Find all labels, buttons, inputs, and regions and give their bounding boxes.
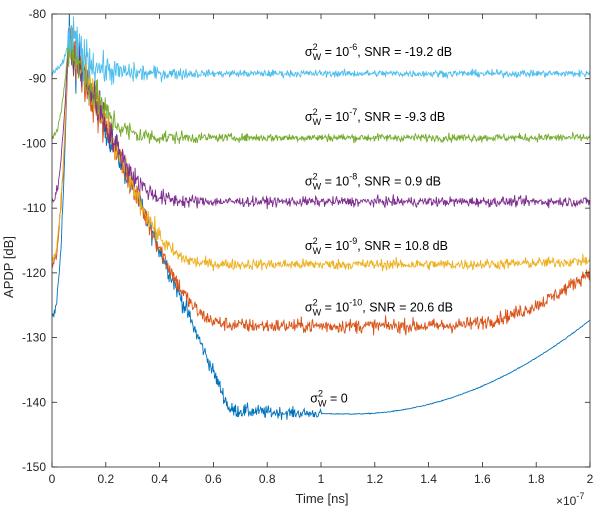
annotation-0: σ2 W = 10-6, SNR = -19.2 dB [305, 42, 452, 62]
x-tick-label: 1.4 [420, 472, 437, 486]
y-tick-label: -140 [22, 395, 46, 409]
annotation-2: σ2 W = 10-8, SNR = 0.9 dB [305, 171, 441, 191]
y-tick-label: -90 [29, 72, 47, 86]
ticks-layer: 0 0.2 0.4 0.6 0.8 1 1.2 1.4 1.6 1.8 2 -150 -140 -130 -… [22, 7, 594, 486]
series-line-4 [52, 31, 590, 145]
y-tick-label: -150 [22, 460, 46, 474]
y-tick-label: -100 [22, 136, 46, 150]
series-line-2 [52, 28, 590, 272]
x-tick-label: 0 [49, 472, 56, 486]
annotation-4: σ2 W = 10-10, SNR = 20.6 dB [305, 298, 453, 318]
series-layer [52, 14, 590, 420]
y-tick-label: -120 [22, 266, 46, 280]
x-tick-label: 0.6 [205, 472, 222, 486]
x-tick-label: 0.4 [151, 472, 168, 486]
y-tick-label: -130 [22, 331, 46, 345]
annotation-5: σ2 W = 0 [310, 388, 347, 408]
x-tick-label: 2 [587, 472, 594, 486]
x-tick-label: 1 [318, 472, 325, 486]
y-tick-label: -80 [29, 7, 47, 21]
x-tick-label: 1.8 [528, 472, 545, 486]
x-multiplier: ×10-7 [556, 491, 584, 508]
series-line-5 [52, 16, 590, 86]
annotation-layer: σ2 W = 10-6, SNR = -19.2 dB σ2 W = 10-7, SN… [305, 42, 453, 408]
y-tick-label: -110 [23, 201, 46, 215]
x-tick-label: 0.8 [259, 472, 276, 486]
series-line-0 [52, 14, 590, 420]
x-axis-label: Time [ns] [296, 491, 349, 506]
series-line-3 [52, 28, 590, 210]
annotation-1: σ2 W = 10-7, SNR = -9.3 dB [305, 107, 445, 127]
x-tick-label: 0.2 [97, 472, 114, 486]
annotation-3: σ2 W = 10-9, SNR = 10.8 dB [305, 236, 448, 256]
x-tick-label: 1.2 [366, 472, 383, 486]
x-tick-label: 1.6 [474, 472, 491, 486]
y-axis-label: APDP [dB] [1, 236, 16, 298]
